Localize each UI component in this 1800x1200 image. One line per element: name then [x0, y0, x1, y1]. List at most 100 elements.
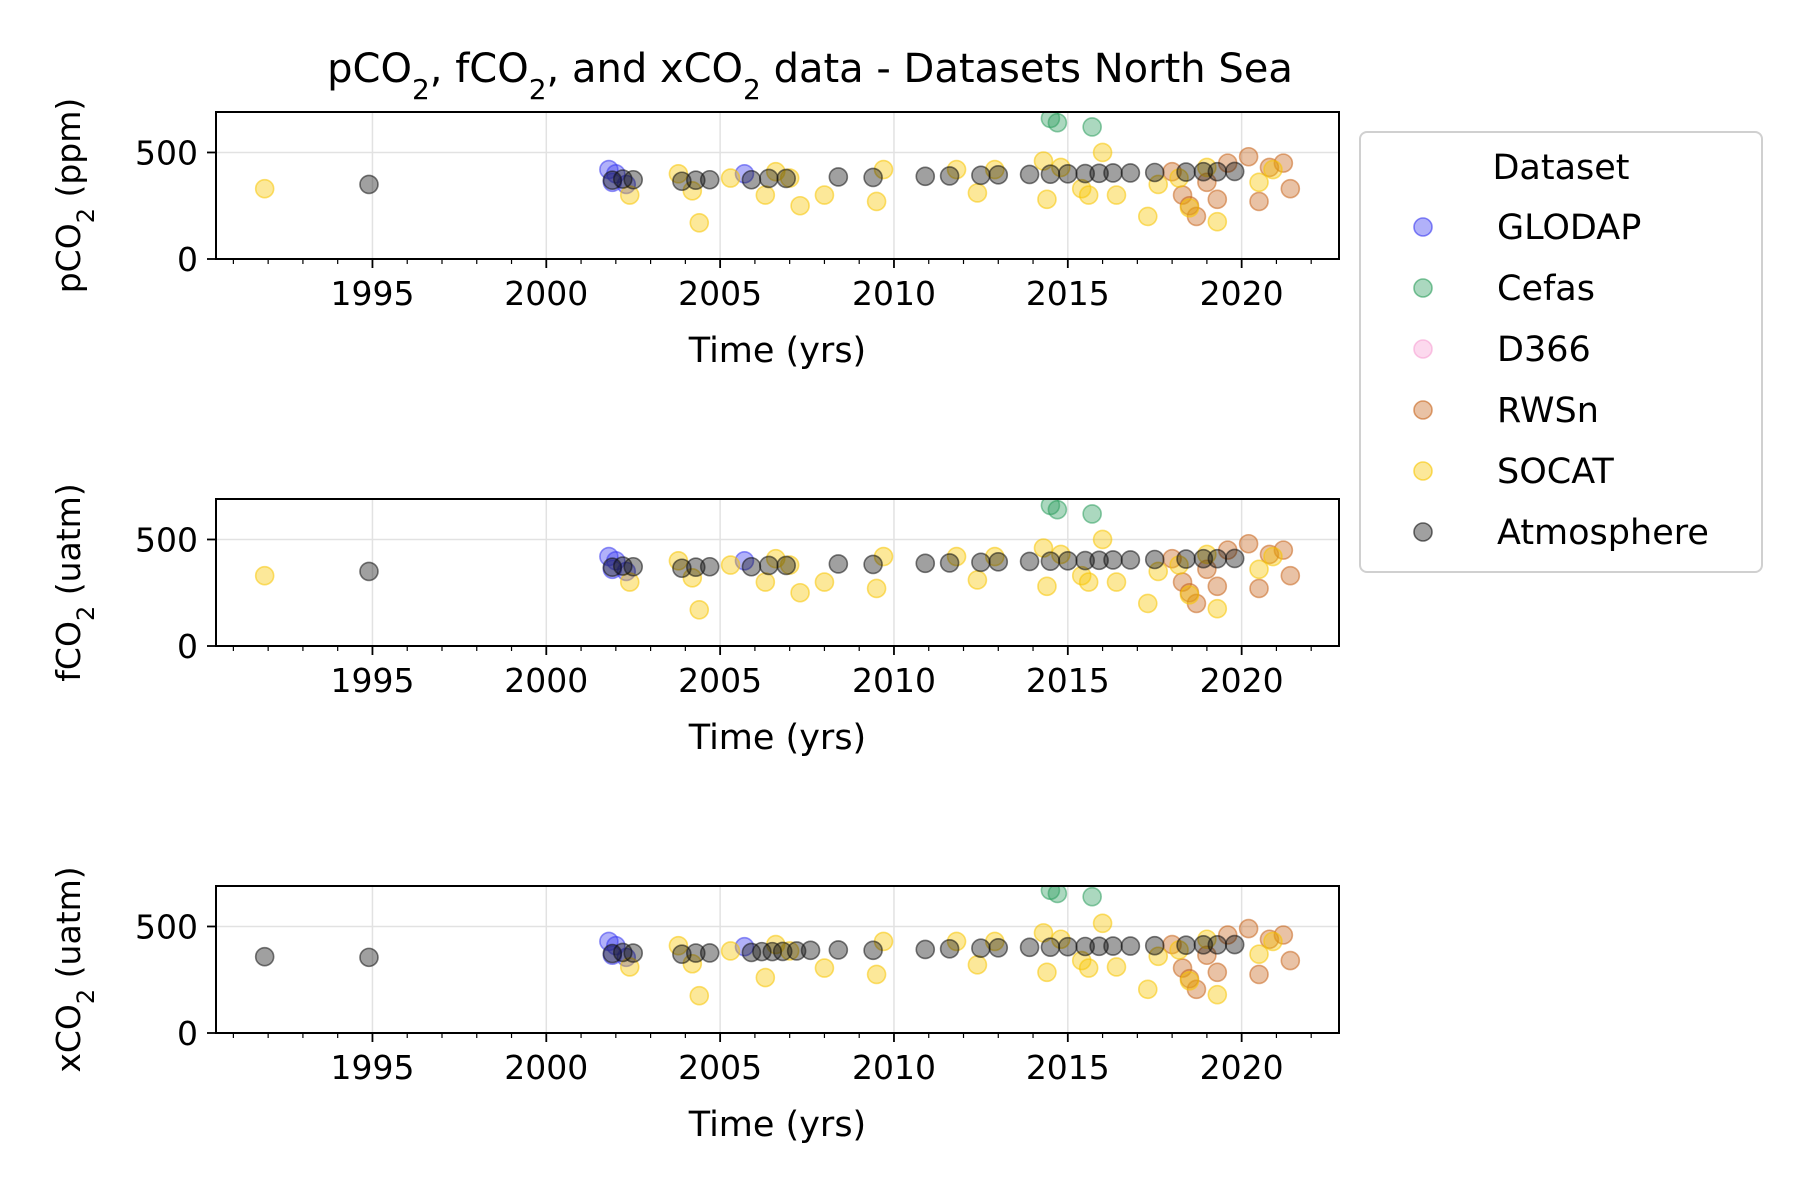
x-tick-label: 2000 — [504, 274, 588, 313]
point-atmosphere — [915, 166, 936, 187]
point-rwsn — [1280, 950, 1301, 971]
point-socat — [866, 578, 887, 599]
legend-label: Cefas — [1497, 269, 1595, 309]
point-atmosphere — [939, 166, 960, 186]
point-atmosphere — [612, 942, 633, 963]
point-socat — [967, 955, 988, 975]
point-socat — [1179, 585, 1200, 605]
point-rwsn — [1273, 153, 1294, 173]
point-atmosphere — [359, 174, 379, 195]
axes-frame — [215, 498, 1340, 647]
point-cefas — [1047, 112, 1068, 133]
legend-marker — [1413, 278, 1433, 298]
point-atmosphere — [971, 552, 991, 573]
legend-entry-socat: SOCAT — [1413, 452, 1614, 492]
point-atmosphere — [1103, 550, 1123, 570]
point-atmosphere — [672, 944, 692, 964]
x-axis-label: Time (yrs) — [688, 331, 866, 371]
point-atmosphere — [828, 940, 849, 960]
subplot-2: 1995 2000 2005 2010 2015 2020 0 500 Time (yrs) fC… — [49, 483, 1340, 758]
point-cefas — [1047, 886, 1068, 904]
point-atmosphere — [699, 169, 720, 190]
point-atmosphere — [828, 167, 849, 187]
point-atmosphere — [1019, 937, 1040, 958]
point-cefas — [1082, 886, 1102, 907]
point-socat — [814, 572, 835, 592]
point-socat — [790, 195, 810, 216]
point-atmosphere — [1144, 549, 1165, 570]
point-atmosphere — [1058, 550, 1078, 571]
point-atmosphere — [672, 171, 692, 192]
point-atmosphere — [612, 169, 633, 189]
point-socat — [1092, 142, 1113, 163]
x-tick-label: 2005 — [678, 661, 762, 700]
point-atmosphere — [1089, 163, 1109, 184]
legend-marker — [1413, 217, 1433, 237]
point-atmosphere — [759, 555, 779, 576]
x-tick-label: 2005 — [678, 274, 762, 313]
point-atmosphere — [359, 561, 379, 582]
point-socat — [1078, 572, 1099, 592]
point-atmosphere — [623, 556, 644, 577]
point-socat — [1207, 984, 1228, 1005]
x-tick-label: 2010 — [852, 274, 936, 313]
legend-label: D366 — [1497, 330, 1591, 370]
point-atmosphere — [1040, 164, 1061, 185]
point-socat — [873, 159, 894, 180]
point-rwsn — [1238, 533, 1259, 554]
point-rwsn — [1280, 565, 1301, 586]
point-socat — [720, 941, 741, 961]
panels: 1995 2000 2005 2010 2015 2020 0 500 Time (yrs) pC… — [49, 98, 1340, 1145]
point-atmosphere — [1089, 936, 1109, 957]
point-atmosphere — [1144, 162, 1165, 183]
legend-label: GLODAP — [1497, 208, 1641, 248]
point-socat — [967, 183, 988, 203]
legend-entry-atmosphere: Atmosphere — [1413, 513, 1709, 553]
point-socat — [720, 168, 741, 188]
y-tick-label: 0 — [177, 627, 198, 666]
subplot-1: 1995 2000 2005 2010 2015 2020 0 500 Time (yrs) pC… — [49, 98, 1340, 371]
point-socat — [619, 572, 640, 592]
point-atmosphere — [1058, 936, 1078, 957]
x-tick-label: 2000 — [504, 1048, 588, 1087]
point-socat — [1137, 593, 1158, 614]
point-atmosphere — [1120, 550, 1141, 570]
point-socat — [946, 931, 967, 952]
point-atmosphere — [752, 941, 772, 962]
point-socat — [866, 191, 887, 212]
x-tick-label: 2020 — [1200, 1048, 1284, 1087]
y-axis-label: xCO2 (uatm) — [49, 866, 100, 1072]
x-tick-label: 1995 — [330, 661, 414, 700]
x-tick-label: 2020 — [1200, 661, 1284, 700]
legend: Dataset GLODAP Cefas D366 RWSn SOCAT Atmospher… — [1359, 131, 1763, 573]
point-socat — [866, 964, 887, 985]
point-atmosphere — [863, 167, 883, 188]
legend-marker — [1413, 339, 1433, 359]
point-socat — [1137, 979, 1158, 1000]
point-atmosphere — [1207, 161, 1228, 182]
y-tick-label: 500 — [135, 907, 198, 946]
point-atmosphere — [1019, 164, 1040, 185]
point-atmosphere — [915, 553, 936, 574]
point-atmosphere — [1040, 551, 1061, 572]
point-socat — [1179, 971, 1200, 991]
x-tick-label: 2010 — [852, 1048, 936, 1087]
chart-title: pCO2, fCO2, and xCO2 data - Datasets Nor… — [327, 46, 1293, 106]
point-socat — [755, 572, 776, 592]
point-atmosphere — [685, 170, 706, 190]
point-socat — [1249, 944, 1269, 964]
point-socat — [254, 178, 275, 199]
legend-title: Dataset — [1492, 148, 1629, 188]
point-atmosphere — [759, 168, 779, 189]
point-socat — [619, 185, 640, 205]
point-socat — [755, 185, 776, 205]
point-atmosphere — [623, 169, 644, 190]
point-atmosphere — [939, 939, 960, 959]
point-atmosphere — [786, 941, 807, 961]
point-socat — [1249, 172, 1269, 193]
point-cefas — [1047, 499, 1068, 520]
x-tick-label: 2020 — [1200, 274, 1284, 313]
point-socat — [1148, 946, 1169, 967]
y-tick-label: 500 — [135, 520, 198, 559]
point-rwsn — [1207, 962, 1228, 983]
